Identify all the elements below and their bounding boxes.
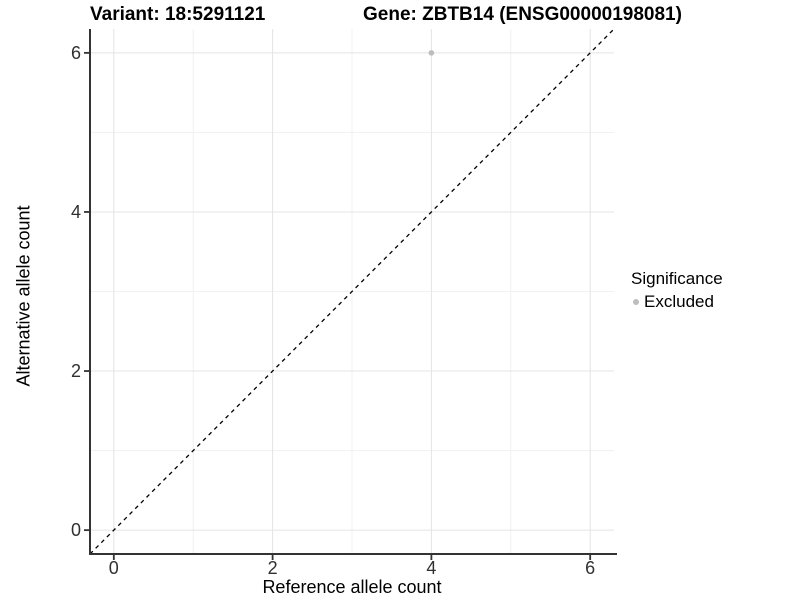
y-tick-label: 2 bbox=[71, 361, 81, 381]
y-tick-label: 0 bbox=[71, 520, 81, 540]
x-tick-label: 0 bbox=[109, 558, 119, 578]
y-tick-label: 4 bbox=[71, 202, 81, 222]
legend-item-excluded: Excluded bbox=[631, 292, 723, 312]
gene-title: Gene: ZBTB14 (ENSG00000198081) bbox=[363, 4, 682, 25]
excluded-point-icon bbox=[633, 299, 639, 305]
legend-item-label: Excluded bbox=[644, 292, 714, 311]
x-tick-label: 2 bbox=[268, 558, 278, 578]
x-tick-label: 4 bbox=[426, 558, 436, 578]
y-axis-title: Alternative allele count bbox=[13, 205, 34, 387]
y-tick-label: 6 bbox=[71, 43, 81, 63]
x-axis-title: Reference allele count bbox=[262, 577, 442, 597]
data-point bbox=[428, 50, 435, 56]
identity-line bbox=[89, 28, 615, 555]
variant-title: Variant: 18:5291121 bbox=[90, 4, 266, 25]
x-tick-label: 6 bbox=[585, 558, 595, 578]
legend-title: Significance bbox=[631, 269, 723, 288]
legend: Significance Excluded bbox=[631, 269, 723, 312]
